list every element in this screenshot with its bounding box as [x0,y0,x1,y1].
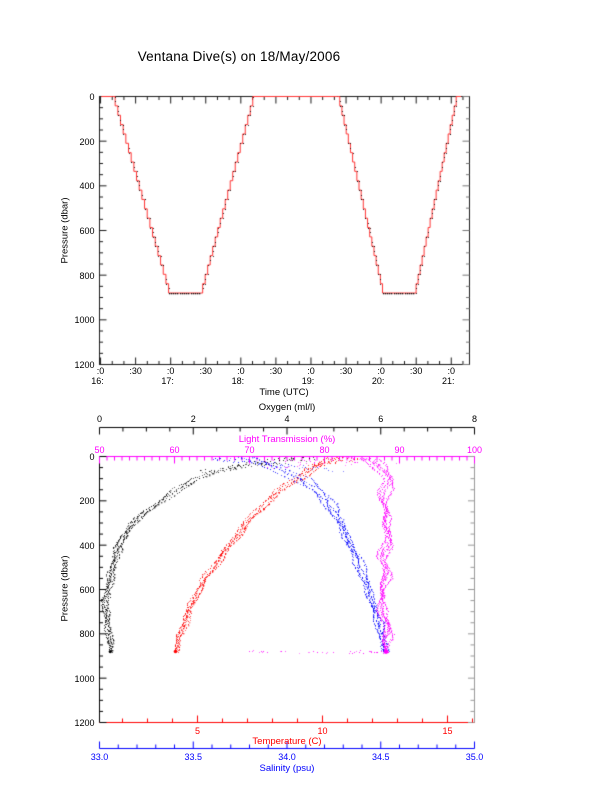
pressure-tick-label: 400 [79,181,95,192]
salinity-axis-label: Salinity (psu) [259,763,315,774]
pressure-tick-label: 200 [79,136,95,147]
salinity-tick-label: 34.5 [371,752,390,762]
light-transmission-tick-label: 70 [244,445,255,455]
salinity-tick-label: 34.0 [278,752,296,762]
salinity-tick-label: 33.0 [90,752,109,762]
time-tick-minute-label: :30 [199,366,212,376]
time-tick-hour-label: 21: [441,375,455,386]
pressure-tick-label: 1000 [74,315,95,326]
oxygen-axis-label: Oxygen (ml/l) [258,402,316,413]
oxygen-tick-label: 0 [96,414,102,424]
light-transmission-tick-label: 80 [319,445,330,455]
top-chart-x-axis-label: Time (UTC) [259,387,309,398]
oxygen-tick-label: 2 [190,414,196,424]
salinity-tick-label: 35.0 [465,752,484,762]
time-tick-minute-label: :0 [377,366,385,376]
time-tick-minute-label: :30 [129,366,142,376]
oxygen-tick-label: 6 [378,414,384,424]
temperature-axis-label: Temperature (C) [252,736,322,747]
time-tick-minute-label: :0 [166,366,175,376]
pressure-tick-label: 200 [79,496,95,507]
light-transmission-axis-label: Light Transmission (%) [238,434,336,445]
time-tick-minute-label: :30 [409,366,423,376]
time-tick-hour-label: 16: [91,375,104,386]
time-tick-minute-label: :30 [269,366,283,376]
pressure-tick-label: 800 [79,270,95,281]
page-title: Ventana Dive(s) on 18/May/2006 [137,49,341,64]
salinity-tick-label: 33.5 [184,752,203,762]
time-tick-minute-label: :0 [96,366,105,376]
time-tick-minute-label: :30 [339,366,353,376]
pressure-tick-label: 800 [79,629,95,640]
time-tick-hour-label: 20: [371,375,385,386]
pressure-tick-label: 1200 [74,718,95,728]
time-tick-hour-label: 17: [161,375,174,386]
temperature-tick-label: 10 [317,726,328,736]
oxygen-tick-label: 4 [284,414,290,424]
time-tick-hour-label: 18: [231,375,245,386]
pressure-tick-label: 600 [79,585,95,595]
pressure-tick-label: 1000 [74,673,95,684]
time-tick-minute-label: :0 [447,366,455,376]
pressure-tick-label: 0 [89,452,95,462]
light-transmission-tick-label: 50 [94,445,105,455]
time-tick-hour-label: 19: [301,375,315,386]
light-transmission-tick-label: 60 [169,445,180,455]
light-transmission-tick-label: 100 [466,445,483,455]
pressure-tick-label: 0 [89,92,95,102]
oxygen-tick-label: 8 [471,414,477,424]
time-tick-minute-label: :0 [237,366,245,376]
time-tick-minute-label: :0 [307,366,315,376]
pressure-tick-label: 400 [79,540,95,551]
pressure-tick-label: 1200 [74,360,95,370]
pressure-tick-label: 600 [79,226,95,236]
light-transmission-tick-label: 90 [394,445,405,455]
temperature-tick-label: 5 [194,726,200,736]
temperature-tick-label: 15 [442,726,453,736]
